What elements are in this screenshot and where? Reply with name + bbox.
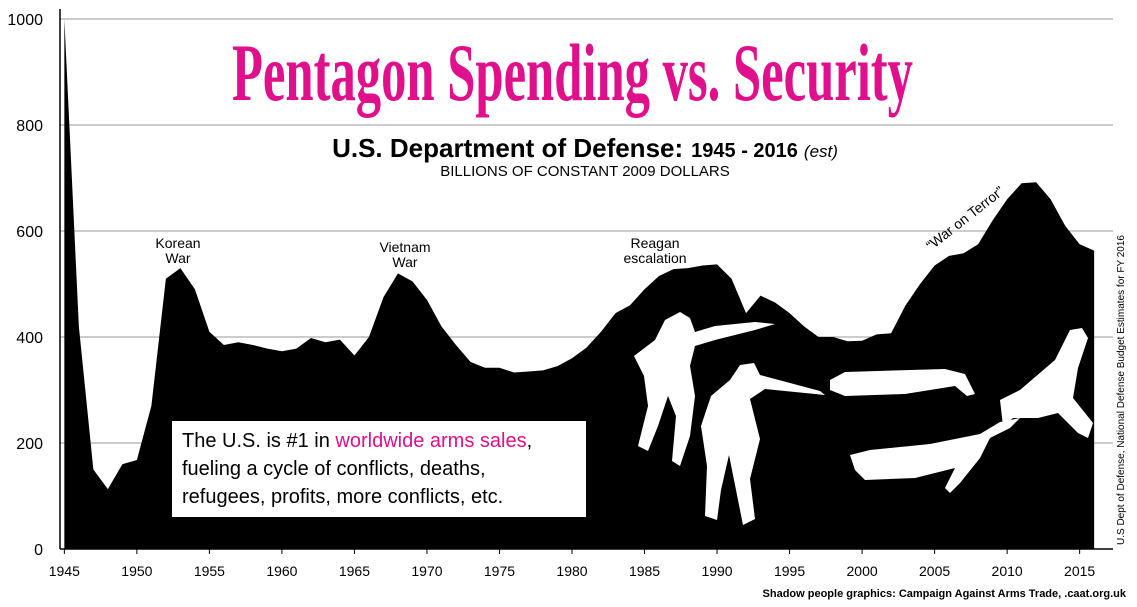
x-tick-label: 1960	[266, 563, 297, 579]
callout-line: fueling a cycle of conflicts, deaths,	[182, 455, 576, 483]
y-tick-label: 600	[16, 224, 43, 241]
annotation: Vietnam	[379, 239, 430, 255]
x-tick-label: 2005	[919, 563, 950, 579]
x-tick-label: 1980	[556, 563, 587, 579]
x-tick-label: 1970	[411, 563, 442, 579]
x-tick-label: 2015	[1064, 563, 1095, 579]
shadow-soldier	[701, 363, 825, 525]
subtitle-main: U.S. Department of Defense:	[332, 133, 683, 163]
callout-text: fueling a cycle of conflicts, deaths,	[182, 458, 486, 480]
callout-text: worldwide arms sales	[335, 430, 527, 452]
credit: Shadow people graphics: Campaign Against…	[763, 588, 1127, 600]
callout-text: refugees, profits, more conflicts, etc.	[182, 486, 504, 508]
y-tick-label: 400	[16, 330, 43, 347]
x-tick-label: 1950	[121, 563, 152, 579]
annotation: War	[392, 254, 417, 270]
subtitle-est: (est)	[804, 142, 838, 161]
area	[64, 19, 1095, 549]
x-tick-label: 1995	[774, 563, 805, 579]
shadow-runner	[1000, 328, 1093, 438]
callout-line: refugees, profits, more conflicts, etc.	[182, 483, 576, 511]
x-tick-label: 1985	[629, 563, 660, 579]
chart-title: Pentagon Spending vs. Security	[232, 27, 913, 118]
units-label: BILLIONS OF CONSTANT 2009 DOLLARS	[440, 163, 730, 180]
source-note: U.S Dept of Defense, National Defense Bu…	[1116, 235, 1127, 545]
x-tick-label: 1945	[49, 563, 80, 579]
subtitle-years: 1945 - 2016	[691, 140, 798, 162]
annotation: Reagan	[630, 235, 679, 251]
x-tick-label: 1955	[194, 563, 225, 579]
y-tick-label: 0	[34, 542, 43, 559]
y-tick-label: 1000	[7, 12, 43, 29]
callout-line: The U.S. is #1 in worldwide arms sales,	[182, 427, 576, 455]
shadow-body	[830, 369, 975, 396]
shadow-body	[850, 418, 1020, 493]
callout-text: The U.S. is #1 in	[182, 430, 336, 452]
y-tick-label: 800	[16, 118, 43, 135]
y-tick-label: 200	[16, 436, 43, 453]
annotation: War	[165, 250, 190, 266]
chart-subtitle: U.S. Department of Defense: 1945 - 2016 (e…	[332, 133, 838, 163]
x-tick-label: 1975	[484, 563, 515, 579]
annotation: Korean	[155, 235, 200, 251]
x-tick-label: 1990	[701, 563, 732, 579]
x-tick-label: 1965	[339, 563, 370, 579]
callout-box: The U.S. is #1 in worldwide arms sales, f…	[172, 421, 586, 517]
shadow-soldier	[634, 312, 775, 466]
annotation: escalation	[623, 250, 686, 266]
x-tick-label: 2010	[992, 563, 1023, 579]
shadow-people	[634, 312, 1093, 525]
callout-text: ,	[526, 430, 533, 452]
x-tick-label: 2000	[847, 563, 878, 579]
